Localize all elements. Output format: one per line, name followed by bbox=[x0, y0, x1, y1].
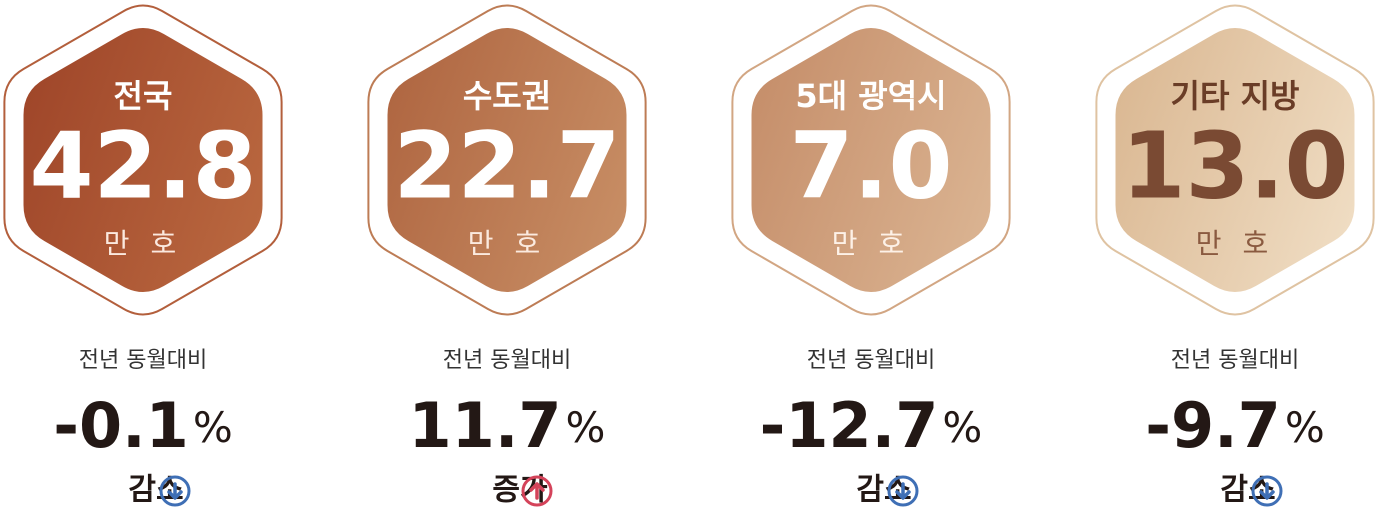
change-unit: % bbox=[566, 403, 606, 452]
unit: 만 호 bbox=[832, 227, 910, 260]
hexagon-outline bbox=[731, 4, 1011, 316]
hexagon-outline bbox=[367, 4, 647, 316]
hexagon bbox=[1115, 28, 1355, 292]
unit: 만 호 bbox=[468, 227, 546, 260]
hexagon bbox=[387, 28, 627, 292]
icon-down bbox=[1251, 475, 1283, 507]
compare-label: 전년 동월대비 bbox=[1171, 348, 1299, 373]
region: 기타 지방 bbox=[1171, 77, 1300, 115]
change-unit: % bbox=[942, 403, 982, 452]
change-value: -9.7 bbox=[1145, 389, 1281, 462]
compare-label: 전년 동월대비 bbox=[79, 348, 207, 373]
region: 전국 bbox=[114, 77, 173, 115]
change: -9.7% bbox=[1145, 389, 1325, 462]
icon-down bbox=[887, 475, 919, 507]
icon-down bbox=[159, 475, 191, 507]
hexagon bbox=[23, 28, 263, 292]
change: -12.7% bbox=[760, 389, 983, 462]
region: 5대 광역시 bbox=[795, 77, 946, 115]
value: 7.0 bbox=[790, 112, 953, 219]
compare-label: 전년 동월대비 bbox=[443, 348, 571, 373]
change-value: -0.1 bbox=[53, 389, 189, 462]
value: 22.7 bbox=[394, 112, 621, 219]
hexagon bbox=[751, 28, 991, 292]
change: 11.7% bbox=[409, 389, 606, 462]
change: -0.1% bbox=[53, 389, 233, 462]
compare-label: 전년 동월대비 bbox=[807, 348, 935, 373]
value: 13.0 bbox=[1122, 112, 1349, 219]
change-value: 11.7 bbox=[409, 389, 562, 462]
unit: 만 호 bbox=[104, 227, 182, 260]
region: 수도권 bbox=[463, 77, 551, 115]
hexagons bbox=[3, 4, 1375, 316]
change-unit: % bbox=[1285, 403, 1325, 452]
unit: 만 호 bbox=[1196, 227, 1274, 260]
hexagon-outline bbox=[1095, 4, 1375, 316]
hexagon-outline bbox=[3, 4, 283, 316]
value: 42.8 bbox=[30, 112, 257, 219]
change-value: -12.7 bbox=[760, 389, 939, 462]
change-unit: % bbox=[193, 403, 233, 452]
icon-up bbox=[521, 475, 553, 507]
